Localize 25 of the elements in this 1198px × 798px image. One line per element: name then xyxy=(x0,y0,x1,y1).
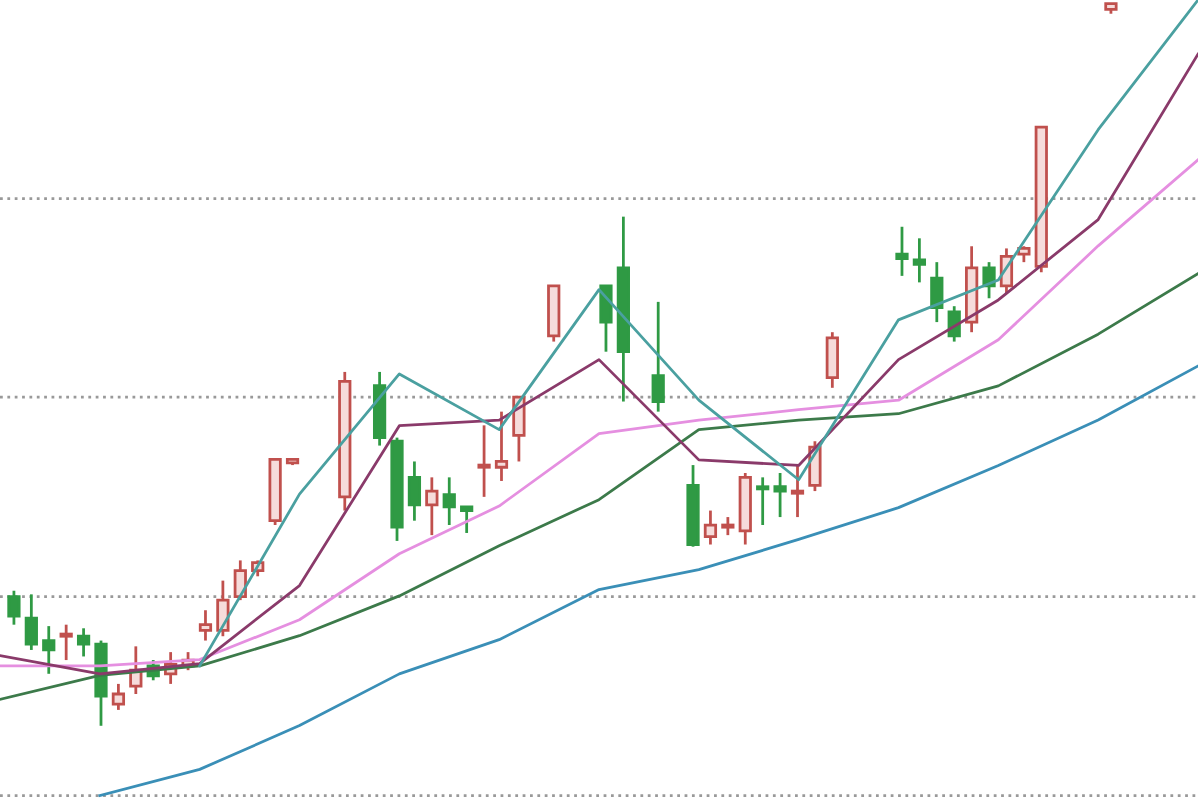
candlestick xyxy=(460,505,474,535)
candlestick xyxy=(111,682,126,712)
candlestick xyxy=(425,475,439,537)
candlestick xyxy=(42,624,56,676)
candlestick xyxy=(442,475,456,527)
candlestick xyxy=(773,471,787,519)
candlestick xyxy=(198,608,213,642)
candlestick xyxy=(930,260,944,324)
candlestick xyxy=(651,300,665,414)
candlestick xyxy=(912,236,927,284)
candlestick xyxy=(790,463,805,519)
candlestick xyxy=(599,284,613,354)
candlestick xyxy=(24,592,38,652)
candlestick xyxy=(756,475,770,527)
candlestick xyxy=(703,509,718,546)
candlestick xyxy=(407,460,422,523)
candlestick xyxy=(825,330,839,390)
candlestick xyxy=(721,515,735,537)
candlestick xyxy=(233,559,247,602)
candlestick xyxy=(7,589,21,627)
candlestick xyxy=(477,423,491,499)
candlestick xyxy=(494,410,509,483)
candlestick xyxy=(59,623,73,662)
candlestick xyxy=(895,225,909,278)
candlestick xyxy=(76,626,91,658)
